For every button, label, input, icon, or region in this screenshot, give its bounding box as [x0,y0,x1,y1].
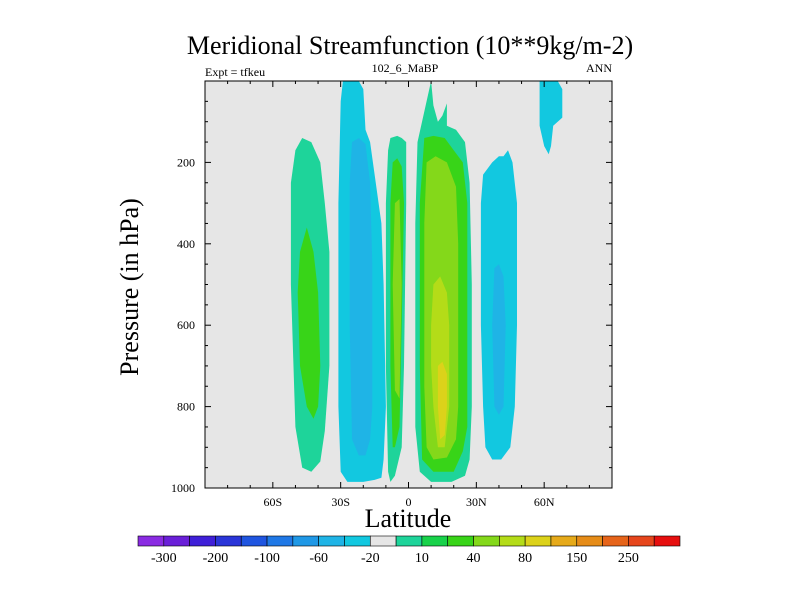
colorbar-swatch [395,535,423,547]
center-subtitle: 102_6_MaBP [372,61,439,75]
colorbar-swatch [628,535,655,547]
colorbar-swatch [602,535,629,547]
colorbar-label: -300 [151,551,177,566]
left-subtitle: Expt = tfkeu [205,65,265,79]
y-axis-title: Pressure (in hPa) [115,198,144,376]
y-tick-label: 200 [177,155,195,169]
y-tick-label: 1000 [171,481,195,495]
colorbar: -300 -200 -100 -60 -20 10 40 80 150 250 [137,535,681,566]
colorbar-swatch [137,535,165,547]
contour-bands [290,81,563,482]
contour-band-4 [349,138,373,456]
colorbar-label: -200 [203,551,229,566]
colorbar-swatch [318,535,345,547]
x-axis-title: Latitude [365,504,452,533]
colorbar-swatch [215,535,242,547]
colorbar-swatch [369,535,397,547]
colorbar-label: 80 [518,551,532,566]
right-subtitle: ANN [586,61,612,75]
colorbar-swatch [163,535,190,547]
colorbar-swatch [292,535,319,547]
colorbar-label: 250 [618,551,639,566]
y-tick-label: 800 [177,400,195,414]
contour-band-12 [437,361,447,440]
colorbar-swatch [524,535,552,547]
colorbar-swatch [473,535,500,547]
colorbar-label: 10 [415,551,429,566]
contour-band-14 [492,264,506,415]
chart-title: Meridional Streamfunction (10**9kg/m-2) [187,31,633,60]
colorbar-swatch [189,535,216,547]
colorbar-swatch [266,535,294,547]
contour-band-15 [539,81,563,155]
colorbar-swatch [344,535,371,547]
colorbar-swatch [550,535,578,547]
x-tick-label: 30S [331,495,350,509]
colorbar-label: -100 [254,551,280,566]
x-tick-label: 0 [406,495,412,509]
contour-band-2 [297,227,321,419]
x-tick-label: 30N [466,495,487,509]
plot-background [205,81,612,488]
y-tick-label: 400 [177,237,195,251]
x-tick-label: 60S [263,495,282,509]
colorbar-swatch [447,535,474,547]
colorbar-label: 150 [566,551,587,566]
colorbar-swatch [576,535,603,547]
colorbar-swatch [421,535,449,547]
colorbar-swatch [499,535,526,547]
colorbar-swatch [653,535,681,547]
y-tick-label: 600 [177,318,195,332]
colorbar-swatch [240,535,268,547]
plot-area: 200 400 600 800 1000 60S 30S 0 30N 60N [171,80,613,509]
colorbar-label: -20 [361,551,380,566]
contour-band-7 [392,199,402,399]
colorbar-label: -60 [309,551,328,566]
colorbar-label: 40 [467,551,481,566]
x-tick-label: 60N [534,495,555,509]
